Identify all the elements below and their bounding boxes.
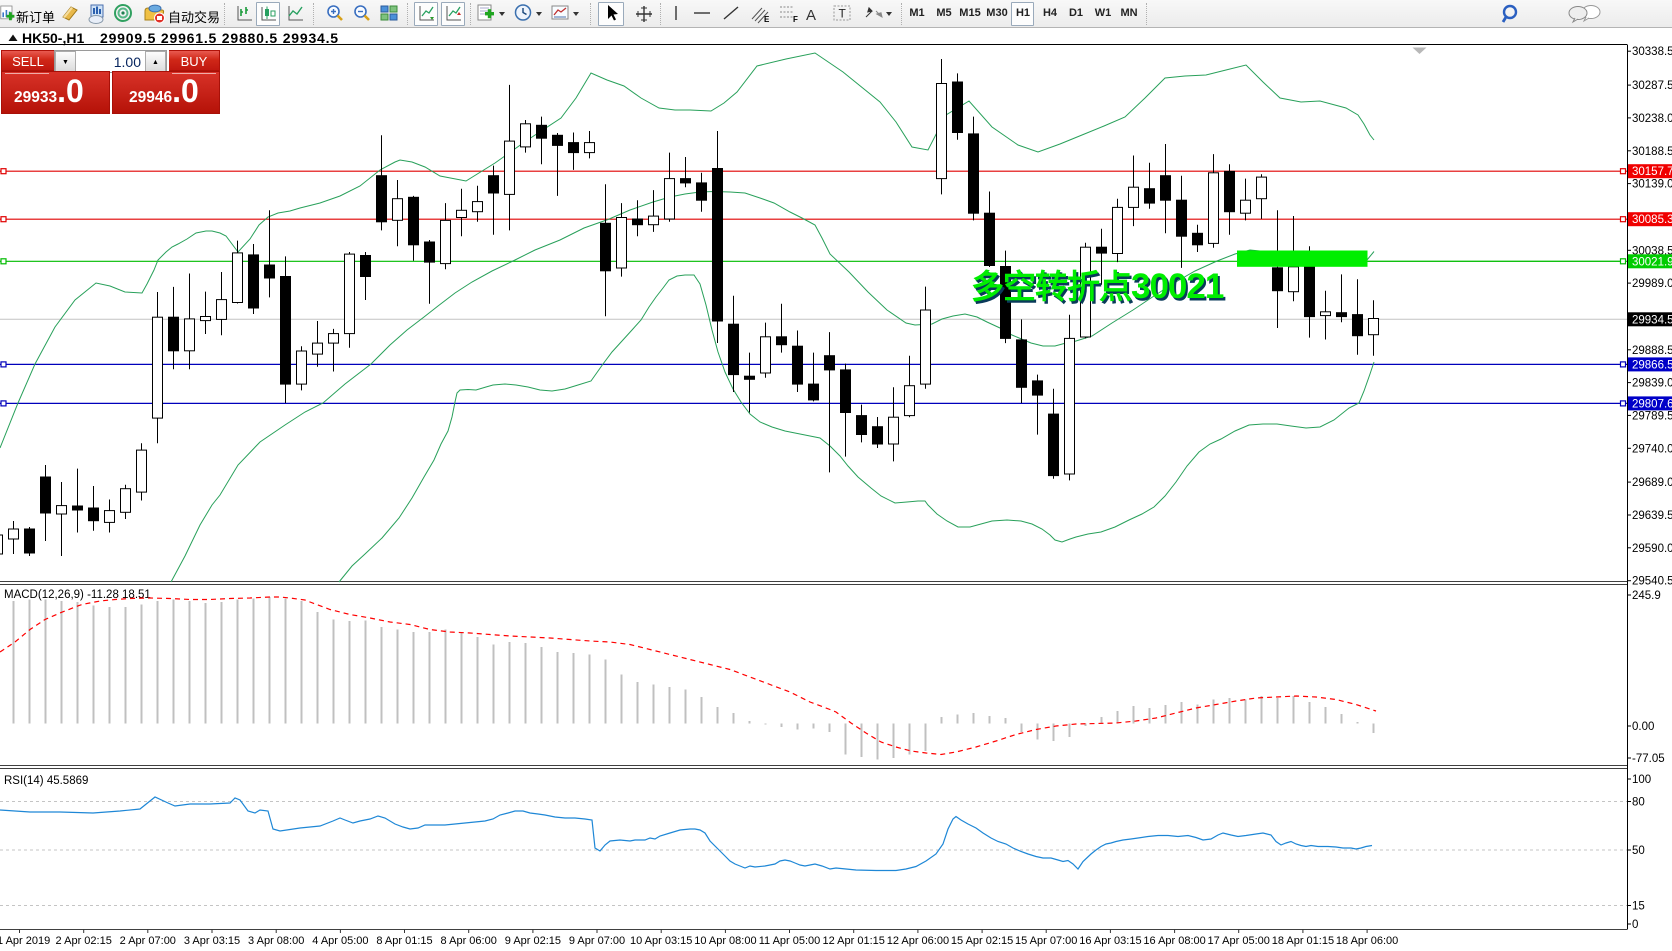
svg-text:29789.5: 29789.5	[1632, 410, 1672, 422]
svg-text:30338.5: 30338.5	[1632, 46, 1672, 58]
svg-text:29934.5: 29934.5	[1632, 314, 1672, 326]
svg-text:16 Apr 08:00: 16 Apr 08:00	[1143, 935, 1205, 947]
svg-text:0: 0	[1632, 919, 1638, 931]
svg-text:15 Apr 02:15: 15 Apr 02:15	[951, 935, 1013, 947]
svg-text:29888.5: 29888.5	[1632, 345, 1672, 357]
svg-text:29866.5: 29866.5	[1632, 359, 1672, 371]
svg-text:80: 80	[1632, 797, 1645, 809]
svg-text:30021.9: 30021.9	[1632, 256, 1672, 268]
svg-text:30139.0: 30139.0	[1632, 179, 1672, 191]
svg-text:29807.6: 29807.6	[1632, 398, 1672, 410]
svg-text:10 Apr 03:15: 10 Apr 03:15	[630, 935, 692, 947]
svg-text:30238.0: 30238.0	[1632, 113, 1672, 125]
svg-text:100: 100	[1632, 774, 1651, 786]
svg-text:29689.0: 29689.0	[1632, 477, 1672, 489]
svg-text:29740.0: 29740.0	[1632, 443, 1672, 455]
svg-text:4 Apr 05:00: 4 Apr 05:00	[312, 935, 368, 947]
svg-text:29590.0: 29590.0	[1632, 543, 1672, 555]
svg-text:-77.05: -77.05	[1632, 753, 1665, 765]
svg-text:29989.0: 29989.0	[1632, 278, 1672, 290]
svg-text:16 Apr 03:15: 16 Apr 03:15	[1079, 935, 1141, 947]
svg-text:F: F	[793, 15, 798, 24]
svg-text:50: 50	[1632, 845, 1645, 857]
svg-text:多空转折点30021: 多空转折点30021	[973, 270, 1226, 309]
svg-text:9 Apr 07:00: 9 Apr 07:00	[569, 935, 625, 947]
svg-text:29839.0: 29839.0	[1632, 378, 1672, 390]
svg-text:2 Apr 07:00: 2 Apr 07:00	[120, 935, 176, 947]
svg-text:12 Apr 01:15: 12 Apr 01:15	[823, 935, 885, 947]
svg-text:30287.5: 30287.5	[1632, 80, 1672, 92]
svg-text:2 Apr 02:15: 2 Apr 02:15	[56, 935, 112, 947]
svg-text:3 Apr 08:00: 3 Apr 08:00	[248, 935, 304, 947]
svg-text:17 Apr 05:00: 17 Apr 05:00	[1208, 935, 1270, 947]
svg-text:8 Apr 01:15: 8 Apr 01:15	[376, 935, 432, 947]
svg-text:11 Apr 05:00: 11 Apr 05:00	[759, 935, 821, 947]
svg-text:30038.5: 30038.5	[1632, 245, 1672, 257]
svg-text:30085.3: 30085.3	[1632, 214, 1672, 226]
svg-text:18 Apr 01:15: 18 Apr 01:15	[1272, 935, 1334, 947]
svg-text:30188.5: 30188.5	[1632, 146, 1672, 158]
svg-text:15 Apr 07:00: 15 Apr 07:00	[1015, 935, 1077, 947]
svg-text:15: 15	[1632, 901, 1645, 913]
svg-text:MACD(12,26,9) -11.28 18.51: MACD(12,26,9) -11.28 18.51	[4, 589, 151, 601]
svg-text:29540.5: 29540.5	[1632, 576, 1672, 588]
svg-text:10 Apr 08:00: 10 Apr 08:00	[694, 935, 756, 947]
svg-text:9 Apr 02:15: 9 Apr 02:15	[505, 935, 561, 947]
svg-text:1 Apr 2019: 1 Apr 2019	[0, 935, 50, 947]
svg-text:8 Apr 06:00: 8 Apr 06:00	[441, 935, 497, 947]
svg-text:E: E	[764, 15, 770, 24]
svg-text:3 Apr 03:15: 3 Apr 03:15	[184, 935, 240, 947]
svg-text:0.00: 0.00	[1632, 721, 1654, 733]
svg-text:多空转折点30021: 多空转折点30021	[971, 267, 1224, 306]
svg-text:RSI(14) 45.5869: RSI(14) 45.5869	[4, 775, 88, 787]
svg-text:245.9: 245.9	[1632, 590, 1661, 602]
svg-text:12 Apr 06:00: 12 Apr 06:00	[887, 935, 949, 947]
svg-text:29639.5: 29639.5	[1632, 510, 1672, 522]
svg-text:T: T	[839, 7, 847, 21]
svg-text:18 Apr 06:00: 18 Apr 06:00	[1336, 935, 1398, 947]
svg-text:30157.7: 30157.7	[1632, 166, 1672, 178]
